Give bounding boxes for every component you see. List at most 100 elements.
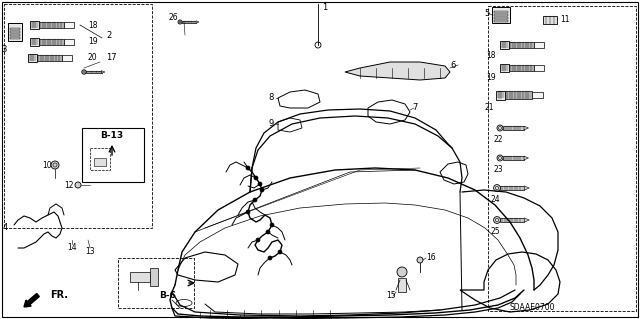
FancyBboxPatch shape	[30, 21, 38, 29]
Circle shape	[246, 166, 250, 170]
Circle shape	[417, 257, 423, 263]
FancyBboxPatch shape	[62, 56, 72, 61]
Circle shape	[260, 188, 264, 192]
Text: FR.: FR.	[50, 290, 68, 300]
Bar	[10, 31, 20, 33]
Bar	[494, 14, 508, 16]
Text: 23: 23	[493, 166, 503, 174]
Circle shape	[82, 70, 86, 74]
Text: 19: 19	[486, 73, 496, 83]
Text: 20: 20	[88, 54, 98, 63]
Text: 16: 16	[426, 254, 436, 263]
Bar	[503, 126, 524, 130]
FancyBboxPatch shape	[64, 22, 74, 27]
FancyArrow shape	[24, 293, 39, 307]
Bar	[494, 11, 508, 13]
Bar	[38, 39, 64, 45]
Circle shape	[75, 182, 81, 188]
Circle shape	[51, 161, 59, 169]
Text: 12: 12	[65, 181, 74, 189]
Bar	[10, 37, 20, 39]
Text: 2: 2	[106, 32, 111, 41]
Bar	[494, 20, 508, 22]
Text: 14: 14	[67, 243, 77, 253]
Text: 6: 6	[450, 61, 456, 70]
Circle shape	[270, 223, 274, 227]
Text: 11: 11	[560, 16, 570, 25]
Circle shape	[497, 125, 503, 131]
Circle shape	[178, 20, 182, 24]
Bar	[90, 148, 110, 170]
Circle shape	[254, 176, 258, 180]
Text: 21: 21	[484, 103, 494, 113]
FancyBboxPatch shape	[500, 41, 509, 49]
Text: 13: 13	[85, 248, 95, 256]
Polygon shape	[524, 156, 529, 160]
Text: SDAAE0700: SDAAE0700	[510, 303, 556, 313]
Polygon shape	[524, 126, 529, 130]
Polygon shape	[524, 186, 529, 190]
Circle shape	[278, 250, 282, 254]
FancyBboxPatch shape	[534, 42, 544, 48]
FancyBboxPatch shape	[64, 40, 74, 45]
Text: 5: 5	[484, 9, 490, 18]
Circle shape	[268, 256, 272, 260]
Circle shape	[493, 185, 500, 191]
Bar	[10, 28, 20, 30]
Text: 15: 15	[387, 292, 396, 300]
Bar	[150, 268, 158, 286]
Text: 9: 9	[269, 120, 274, 129]
Bar	[86, 70, 102, 73]
Circle shape	[497, 155, 503, 161]
Bar	[94, 158, 106, 166]
Bar	[82, 128, 144, 182]
Text: B-13: B-13	[100, 131, 123, 140]
Bar	[130, 272, 150, 282]
Bar	[509, 65, 534, 71]
Circle shape	[258, 182, 262, 186]
FancyBboxPatch shape	[496, 91, 505, 100]
FancyBboxPatch shape	[534, 65, 544, 70]
Text: 18: 18	[486, 50, 496, 60]
Polygon shape	[196, 21, 199, 23]
Bar	[36, 55, 62, 61]
Bar	[8, 23, 22, 41]
Circle shape	[397, 267, 407, 277]
Bar	[182, 21, 196, 23]
FancyBboxPatch shape	[500, 64, 509, 72]
Text: B-6: B-6	[159, 291, 177, 300]
Polygon shape	[345, 62, 450, 80]
Bar	[38, 22, 64, 28]
FancyBboxPatch shape	[30, 38, 38, 46]
Polygon shape	[524, 218, 529, 222]
Bar	[398, 278, 406, 292]
Bar	[505, 92, 532, 99]
Bar	[543, 16, 557, 24]
Text: 25: 25	[490, 227, 500, 236]
Circle shape	[253, 198, 257, 202]
FancyBboxPatch shape	[532, 92, 543, 98]
Bar	[500, 186, 524, 190]
Bar	[118, 258, 194, 308]
Text: 1: 1	[322, 4, 327, 12]
Text: 18: 18	[88, 20, 97, 29]
Text: 10: 10	[42, 160, 52, 169]
Circle shape	[493, 217, 500, 223]
Bar	[488, 6, 636, 311]
Text: 8: 8	[269, 93, 274, 102]
Bar	[492, 7, 510, 23]
Bar	[509, 41, 534, 48]
Bar	[494, 17, 508, 19]
Text: 3: 3	[2, 46, 7, 55]
Text: 17: 17	[106, 54, 116, 63]
Text: 4: 4	[3, 224, 8, 233]
Text: 19: 19	[88, 38, 98, 47]
Bar	[10, 34, 20, 36]
FancyBboxPatch shape	[28, 54, 36, 62]
Bar	[503, 156, 524, 160]
Text: 7: 7	[412, 103, 417, 113]
Text: 24: 24	[490, 196, 500, 204]
Bar	[4, 4, 152, 228]
Bar	[500, 218, 524, 222]
Polygon shape	[102, 70, 105, 73]
